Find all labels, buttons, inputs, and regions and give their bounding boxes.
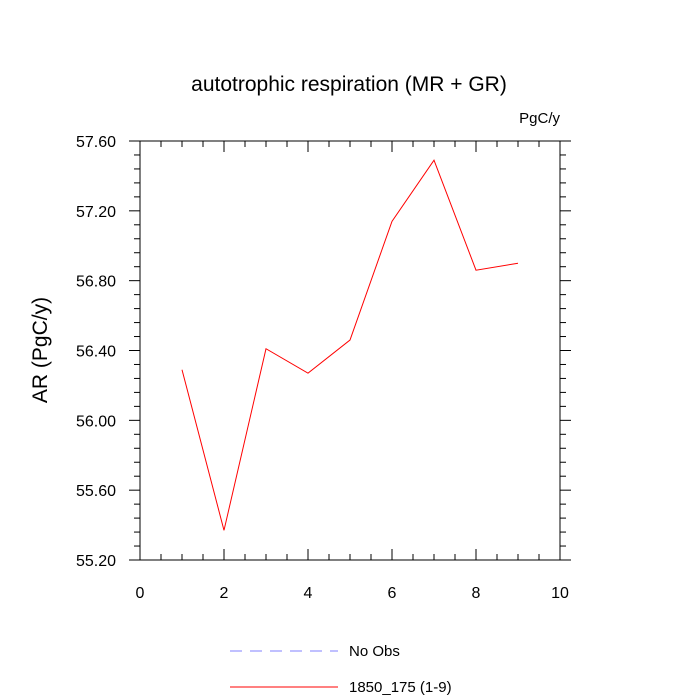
y-tick-label: 56.00 (76, 413, 116, 430)
y-tick-label: 55.20 (76, 553, 116, 570)
units-label: PgC/y (519, 110, 560, 127)
x-tick-label: 0 (136, 585, 145, 602)
legend-label: 1850_175 (1-9) (349, 679, 452, 696)
y-tick-label: 56.40 (76, 344, 116, 361)
x-tick-label: 8 (472, 585, 481, 602)
y-tick-label: 57.20 (76, 204, 116, 221)
y-tick-label: 56.80 (76, 274, 116, 291)
y-axis-label: AR (PgC/y) (29, 297, 52, 403)
x-tick-label: 2 (220, 585, 229, 602)
x-tick-label: 4 (304, 585, 313, 602)
y-tick-label: 55.60 (76, 483, 116, 500)
plot-frame (139, 140, 561, 561)
x-tick-label: 10 (551, 585, 569, 602)
legend-label: No Obs (349, 643, 400, 660)
chart-title: autotrophic respiration (MR + GR) (191, 73, 507, 96)
legend: No Obs 1850_175 (1-9) (230, 643, 452, 696)
plot-area: 0 2 4 6 8 10 55.20 55.60 56.00 56.40 56.80 57.20 57.… (76, 134, 571, 602)
series-line (181, 159, 519, 531)
y-tick-label: 57.60 (76, 134, 116, 151)
x-tick-label: 6 (388, 585, 397, 602)
